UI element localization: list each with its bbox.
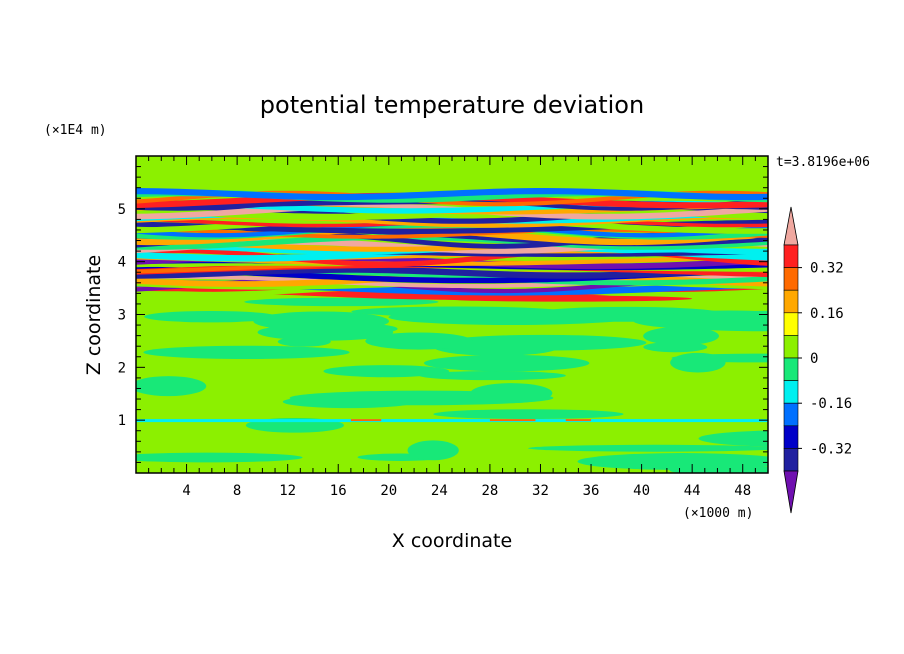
contour-band <box>136 274 768 288</box>
x-tick-label: 44 <box>684 483 701 499</box>
x-tick-label: 28 <box>481 483 498 499</box>
contour-patch <box>253 311 390 332</box>
chart-title: potential temperature deviation <box>260 91 644 119</box>
x-tick-label: 16 <box>330 483 347 499</box>
colorbar-tick-label: 0 <box>810 351 818 367</box>
colorbar-swatch <box>783 335 799 359</box>
colorbar-tick-label: 0.32 <box>810 261 844 277</box>
contour-band <box>136 266 768 284</box>
contour-streak <box>350 419 382 422</box>
x-tick-label: 32 <box>532 483 549 499</box>
contour-patch <box>419 370 566 381</box>
contour-band <box>136 219 768 234</box>
x-tick-label: 12 <box>279 483 296 499</box>
y-axis-label: Z coordinate <box>83 255 105 375</box>
contour-patch <box>144 310 278 323</box>
x-tick-label: 24 <box>431 483 448 499</box>
y-tick-label: 2 <box>118 360 126 376</box>
contour-band <box>136 245 768 257</box>
x-tick-label: 36 <box>583 483 600 499</box>
y-tick-label: 3 <box>118 308 126 324</box>
contour-patch <box>244 297 439 307</box>
contour-streak <box>565 419 592 422</box>
contour-patch <box>577 453 768 470</box>
contour-patch <box>670 352 726 373</box>
colorbar-swatch <box>783 267 799 291</box>
contour-patch <box>136 376 207 397</box>
contour-band <box>136 254 768 266</box>
contour-band <box>136 220 768 238</box>
colorbar-swatch <box>783 425 799 449</box>
contour-field <box>136 156 768 473</box>
contour-patch <box>423 354 590 372</box>
colorbar-max-arrow <box>783 206 799 246</box>
y-tick-label: 1 <box>118 413 126 429</box>
colorbar-swatch <box>783 312 799 336</box>
contour-patch <box>643 326 719 346</box>
contour-patch <box>277 336 331 347</box>
contour-patch <box>528 444 768 452</box>
contour-streak <box>439 295 693 302</box>
x-tick-label: 48 <box>734 483 751 499</box>
y-tick-label: 5 <box>118 202 126 218</box>
x-tick-label: 20 <box>380 483 397 499</box>
contour-patch <box>143 345 350 359</box>
x-tick-label: 8 <box>233 483 241 499</box>
contour-streak <box>136 419 768 423</box>
contour-patch <box>323 365 450 378</box>
colorbar-min-arrow <box>783 470 799 514</box>
contour-patch <box>136 452 303 463</box>
contour-patch <box>633 310 768 332</box>
contour-patch <box>698 430 768 447</box>
contour-band <box>136 188 768 201</box>
contour-patch <box>365 332 473 350</box>
colorbar-tick-label: -0.16 <box>810 396 852 412</box>
colorbar-swatch <box>783 448 799 472</box>
x-tick-label: 40 <box>633 483 650 499</box>
x-axis: 4 8 12 16 20 24 28 32 36 40 44 48 <box>148 156 756 499</box>
contour-band <box>136 194 768 211</box>
colorbar: 0.32 0.16 0 -0.16 -0.32 <box>783 206 852 514</box>
contour-band <box>136 229 768 247</box>
colorbar-swatch <box>783 289 799 314</box>
colorbar-tick-label: -0.32 <box>810 441 852 457</box>
colorbar-swatch <box>783 244 799 268</box>
colorbar-swatch <box>783 402 799 427</box>
y-unit-label: (×1E4 m) <box>44 123 107 138</box>
contour-patch <box>351 306 564 317</box>
contour-streak <box>489 419 536 422</box>
contour-patch <box>407 440 459 461</box>
contour-patch <box>470 383 553 404</box>
colorbar-swatch <box>783 357 799 381</box>
colorbar-swatch <box>783 380 799 404</box>
contour-patch <box>433 409 624 420</box>
contour-band <box>136 215 768 234</box>
contour-band <box>136 266 768 279</box>
contour-patch <box>282 395 417 409</box>
colorbar-tick-label: 0.16 <box>810 306 844 322</box>
y-tick-label: 4 <box>118 255 126 271</box>
x-tick-label: 4 <box>182 483 190 499</box>
x-unit-label: (×1000 m) <box>683 506 753 521</box>
x-axis-label: X coordinate <box>392 530 512 552</box>
y-axis: 1 2 3 4 5 <box>118 166 768 463</box>
time-label: t=3.8196e+06 <box>776 155 870 170</box>
